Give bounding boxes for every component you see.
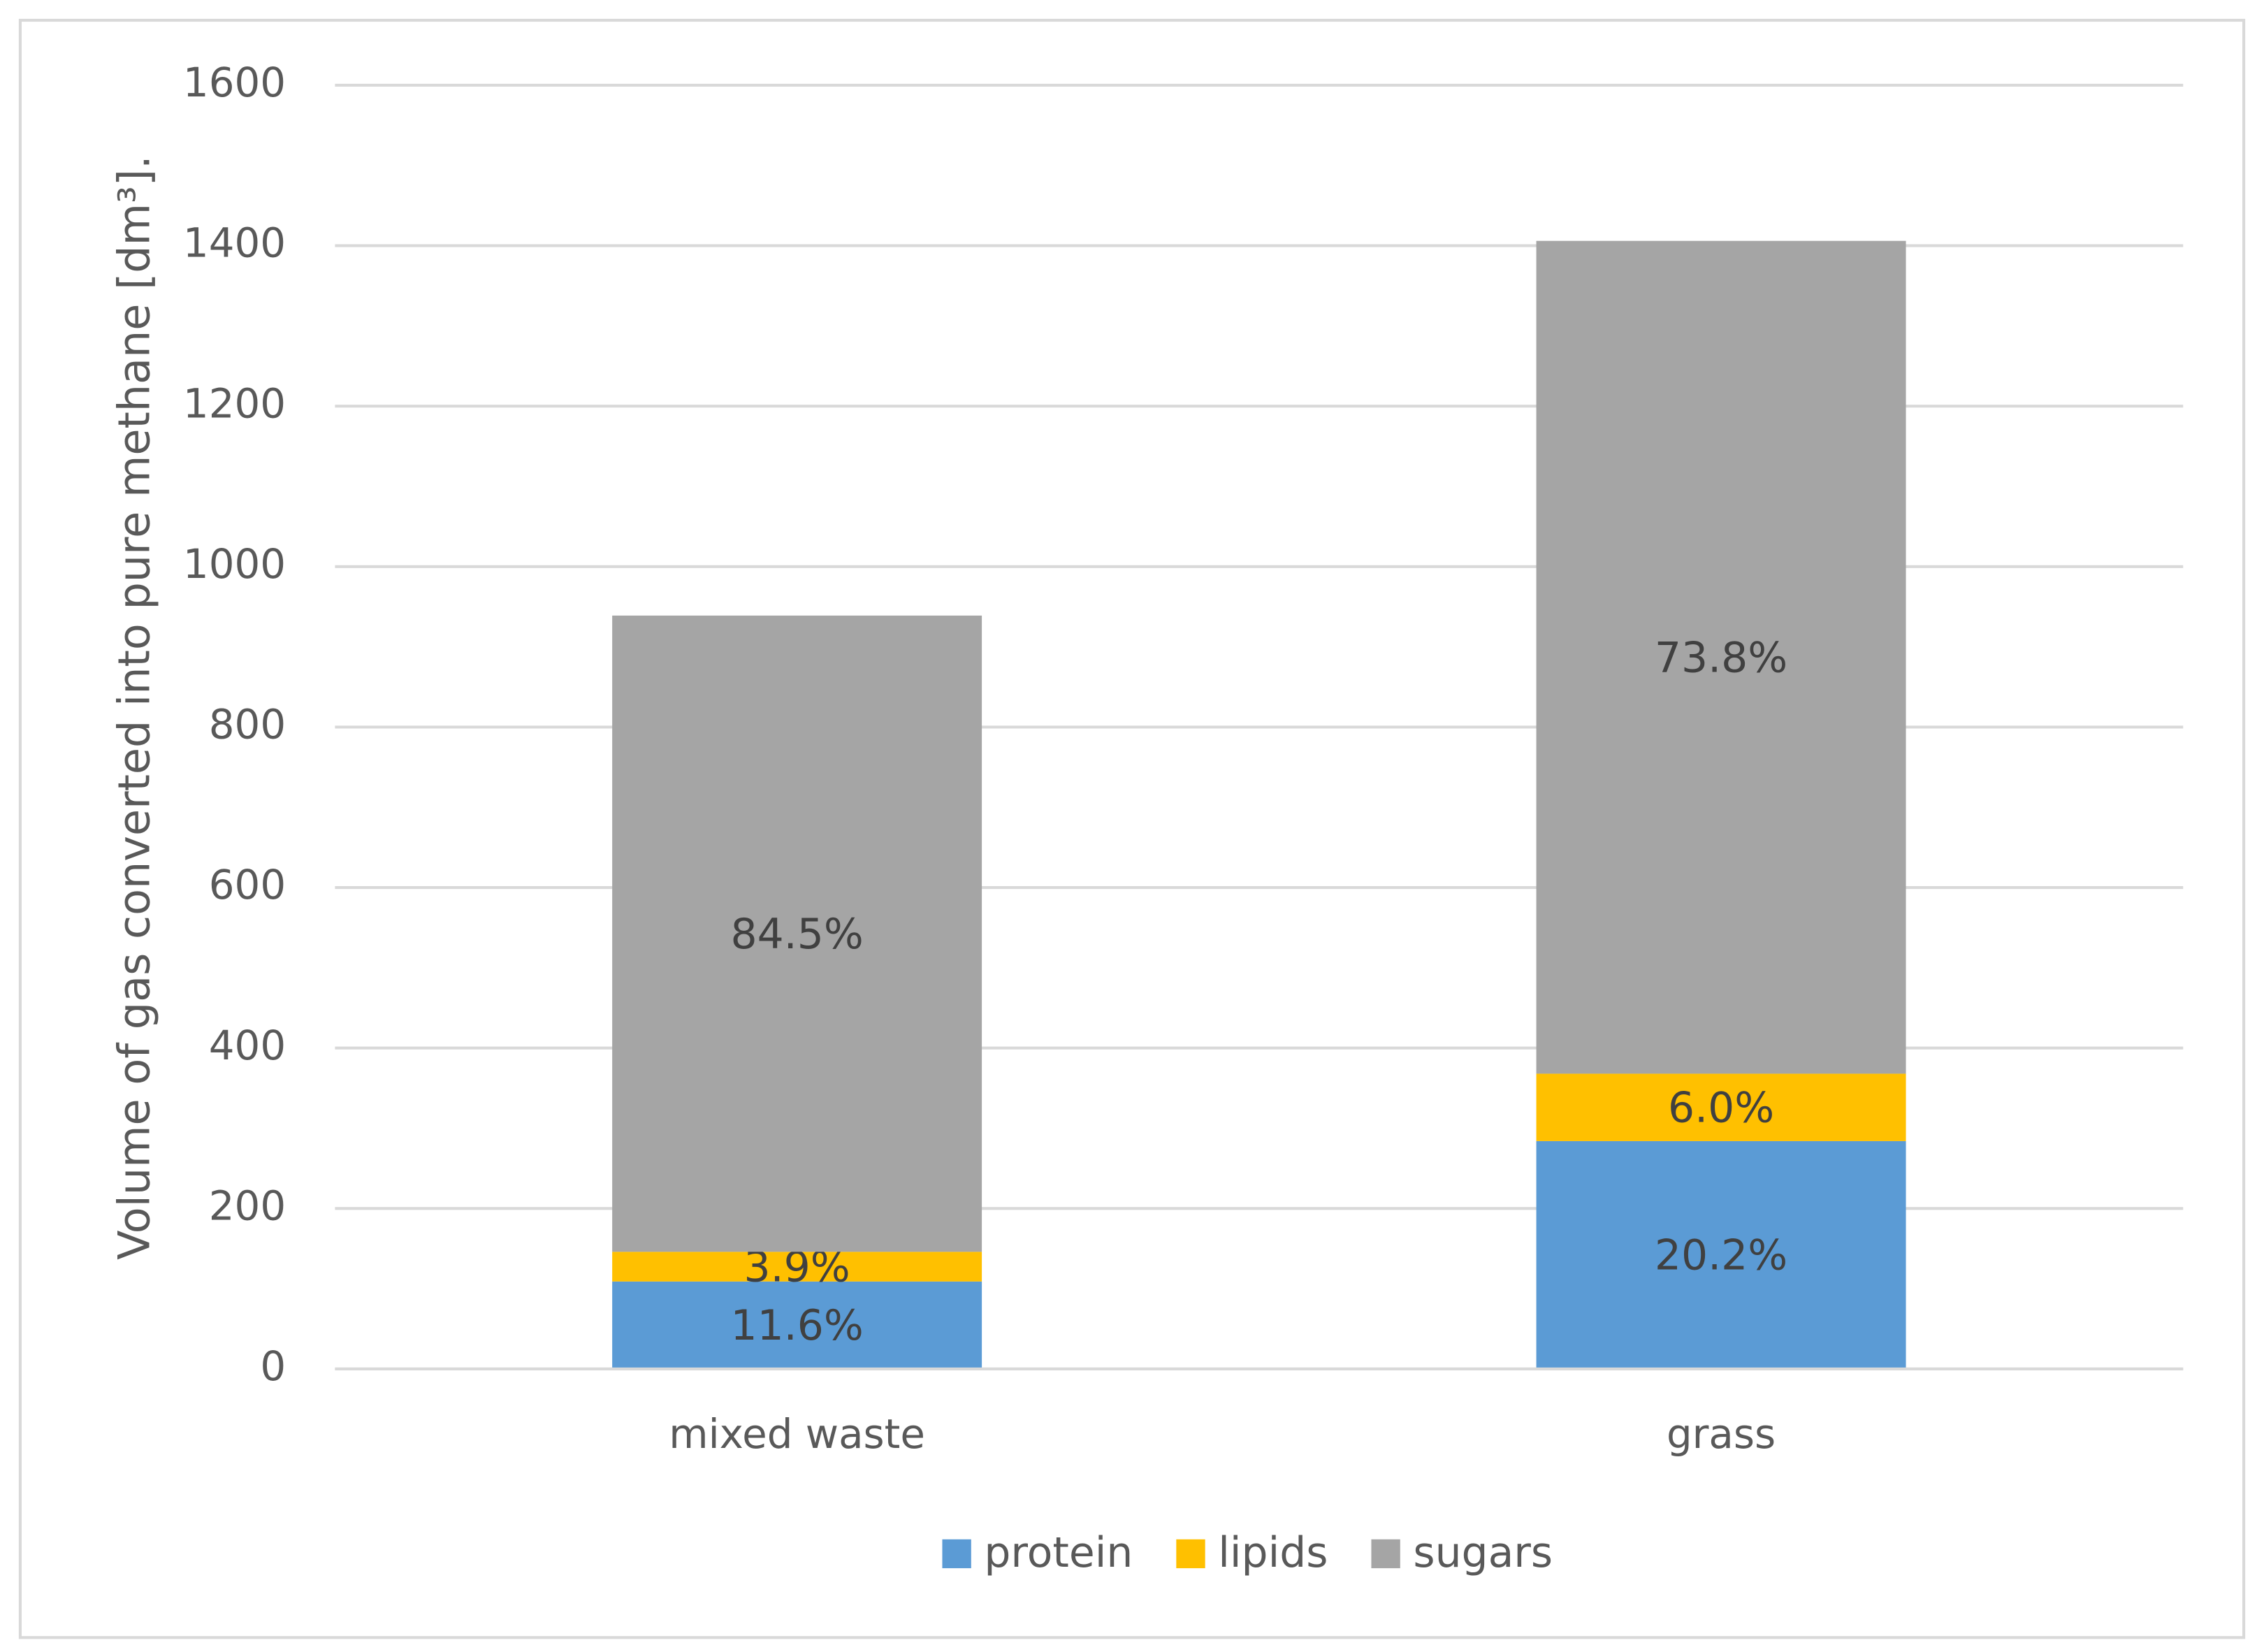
data-label: 20.2% [1655, 1231, 1787, 1280]
y-tick-label: 1600 [183, 59, 286, 106]
y-tick-label: 400 [209, 1022, 286, 1069]
bar-segment [1536, 1073, 1906, 1141]
y-tick-label: 0 [260, 1342, 286, 1390]
data-label: 6.0% [1668, 1083, 1774, 1132]
y-tick-label: 1400 [183, 219, 286, 267]
y-tick-label: 800 [209, 701, 286, 748]
legend-label: sugars [1413, 1528, 1553, 1577]
y-tick-label: 600 [209, 861, 286, 908]
y-tick-label: 1000 [183, 540, 286, 588]
bar-segment [1536, 240, 1906, 1074]
legend-label: protein [984, 1528, 1133, 1577]
y-axis-title: Volume of gas converted into pure methan… [108, 155, 159, 1260]
legend-label: lipids [1218, 1528, 1328, 1577]
legend-swatch [1371, 1539, 1400, 1569]
bar-segment [612, 1252, 982, 1282]
legend-swatch [942, 1539, 971, 1569]
data-label: 73.8% [1655, 633, 1787, 682]
data-label: 84.5% [730, 910, 863, 959]
y-tick-label: 200 [209, 1182, 286, 1229]
data-label: 11.6% [730, 1301, 863, 1350]
legend-swatch [1176, 1539, 1205, 1569]
bar-segment [1536, 1140, 1906, 1369]
y-tick-label: 1200 [183, 379, 286, 427]
bar-segment [612, 615, 982, 1252]
bar-segment [612, 1281, 982, 1369]
x-tick-label: grass [1667, 1410, 1776, 1458]
chart-border [18, 18, 2246, 1639]
x-tick-label: mixed waste [669, 1410, 925, 1458]
